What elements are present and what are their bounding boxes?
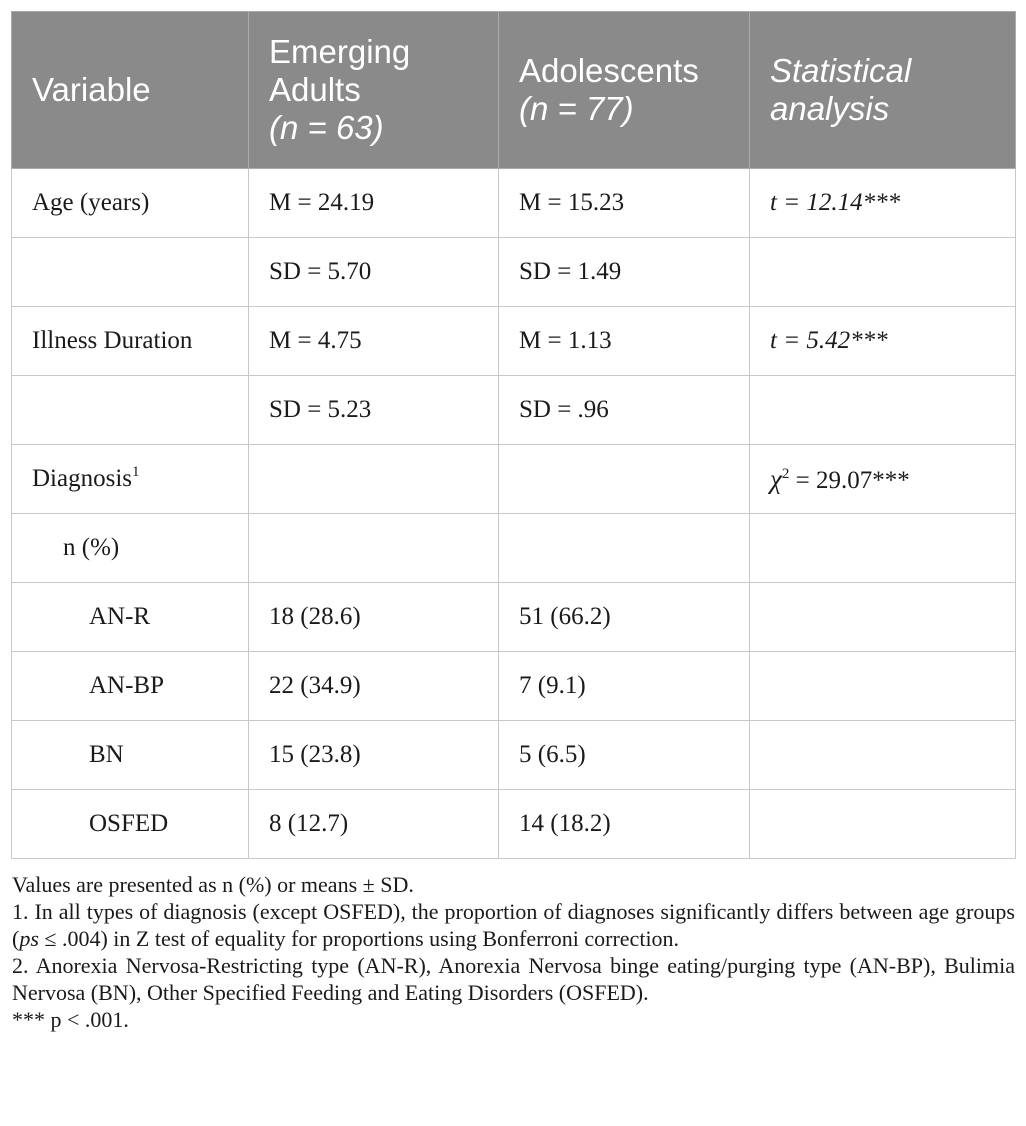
- cell-emerging: 15 (23.8): [248, 720, 499, 790]
- note-1-text-b: ≤ .004) in Z test of equality for propor…: [38, 926, 680, 951]
- diagnosis-label: Diagnosis: [32, 465, 132, 492]
- cell-adolescents: M = 15.23: [498, 168, 750, 238]
- cell-adolescents: M = 1.13: [498, 306, 750, 376]
- note-values: Values are presented as n (%) or means ±…: [12, 872, 414, 897]
- cell-adolescents: SD = 1.49: [498, 237, 750, 307]
- cell-emerging: 18 (28.6): [248, 582, 499, 652]
- cell-stat: [749, 375, 1016, 445]
- cell-stat: χ2 = 29.07***: [749, 444, 1016, 514]
- table-row: AN-R 18 (28.6) 51 (66.2): [11, 582, 1016, 652]
- cell-stat: [749, 651, 1016, 721]
- header-emerging-n: (n = 63): [269, 109, 384, 146]
- cell-variable: Illness Duration: [11, 306, 249, 376]
- table-header: Variable Emerging Adults (n = 63) Adolesce…: [11, 11, 1016, 169]
- cell-adolescents: [498, 513, 750, 583]
- chi-value: = 29.07***: [789, 466, 910, 494]
- demographics-table: Variable Emerging Adults (n = 63) Adolesce…: [11, 11, 1016, 859]
- cell-variable: [11, 237, 249, 307]
- note-significance: *** p < .001.: [12, 1007, 129, 1032]
- cell-stat: [749, 789, 1016, 859]
- cell-adolescents: [498, 444, 750, 514]
- cell-adolescents: 51 (66.2): [498, 582, 750, 652]
- cell-emerging: [248, 513, 499, 583]
- cell-stat: [749, 237, 1016, 307]
- header-stat-line2: analysis: [770, 90, 890, 127]
- cell-stat: [749, 582, 1016, 652]
- cell-stat: [749, 513, 1016, 583]
- cell-adolescents: SD = .96: [498, 375, 750, 445]
- cell-emerging: [248, 444, 499, 514]
- header-stat-line1: Statistical: [770, 52, 912, 89]
- header-statistical-analysis: Statistical analysis: [749, 11, 1016, 169]
- table-row: OSFED 8 (12.7) 14 (18.2): [11, 789, 1016, 859]
- cell-variable: AN-R: [11, 582, 249, 652]
- cell-stat: [749, 720, 1016, 790]
- cell-adolescents: 5 (6.5): [498, 720, 750, 790]
- cell-adolescents: 7 (9.1): [498, 651, 750, 721]
- header-emerging-line1: Emerging: [269, 33, 411, 70]
- chi-symbol: χ: [770, 463, 782, 494]
- cell-variable: [11, 375, 249, 445]
- table-row: Age (years) M = 24.19 M = 15.23 t = 12.1…: [11, 168, 1016, 238]
- cell-emerging: 22 (34.9): [248, 651, 499, 721]
- cell-variable: BN: [11, 720, 249, 790]
- header-variable: Variable: [11, 11, 249, 169]
- header-adolescents-n: (n = 77): [519, 90, 634, 127]
- note-1: 1. In all types of diagnosis (except OSF…: [12, 898, 1015, 952]
- header-adolescents-line1: Adolescents: [519, 52, 699, 89]
- table-row: SD = 5.70 SD = 1.49: [11, 237, 1016, 307]
- cell-variable: AN-BP: [11, 651, 249, 721]
- header-row: Variable Emerging Adults (n = 63) Adolesce…: [11, 11, 1016, 169]
- table-row: n (%): [11, 513, 1016, 583]
- cell-emerging: M = 4.75: [248, 306, 499, 376]
- cell-variable: n (%): [11, 513, 249, 583]
- document: Variable Emerging Adults (n = 63) Adolesce…: [11, 11, 1016, 1033]
- table-row: Diagnosis1 χ2 = 29.07***: [11, 444, 1016, 514]
- cell-variable: OSFED: [11, 789, 249, 859]
- cell-emerging: SD = 5.23: [248, 375, 499, 445]
- cell-stat: t = 12.14***: [749, 168, 1016, 238]
- cell-emerging: M = 24.19: [248, 168, 499, 238]
- note-1-ps: ps: [19, 926, 39, 951]
- table-row: Illness Duration M = 4.75 M = 1.13 t = 5…: [11, 306, 1016, 376]
- header-adolescents: Adolescents (n = 77): [498, 11, 750, 169]
- table-row: SD = 5.23 SD = .96: [11, 375, 1016, 445]
- footnote-marker: 1: [132, 464, 140, 480]
- table-row: BN 15 (23.8) 5 (6.5): [11, 720, 1016, 790]
- cell-stat: t = 5.42***: [749, 306, 1016, 376]
- chi-exponent: 2: [781, 465, 790, 482]
- table-body: Age (years) M = 24.19 M = 15.23 t = 12.1…: [11, 168, 1016, 859]
- cell-emerging: SD = 5.70: [248, 237, 499, 307]
- table-notes: Values are presented as n (%) or means ±…: [11, 871, 1015, 1033]
- cell-emerging: 8 (12.7): [248, 789, 499, 859]
- note-1-text-a: 1. In all types of diagnosis (except OSF…: [12, 899, 1015, 951]
- cell-adolescents: 14 (18.2): [498, 789, 750, 859]
- header-variable-label: Variable: [32, 71, 151, 108]
- header-emerging-adults: Emerging Adults (n = 63): [248, 11, 499, 169]
- table-row: AN-BP 22 (34.9) 7 (9.1): [11, 651, 1016, 721]
- cell-variable: Diagnosis1: [11, 444, 249, 514]
- cell-variable: Age (years): [11, 168, 249, 238]
- note-2: 2. Anorexia Nervosa-Restricting type (AN…: [12, 953, 1015, 1005]
- header-emerging-line2: Adults: [269, 71, 361, 108]
